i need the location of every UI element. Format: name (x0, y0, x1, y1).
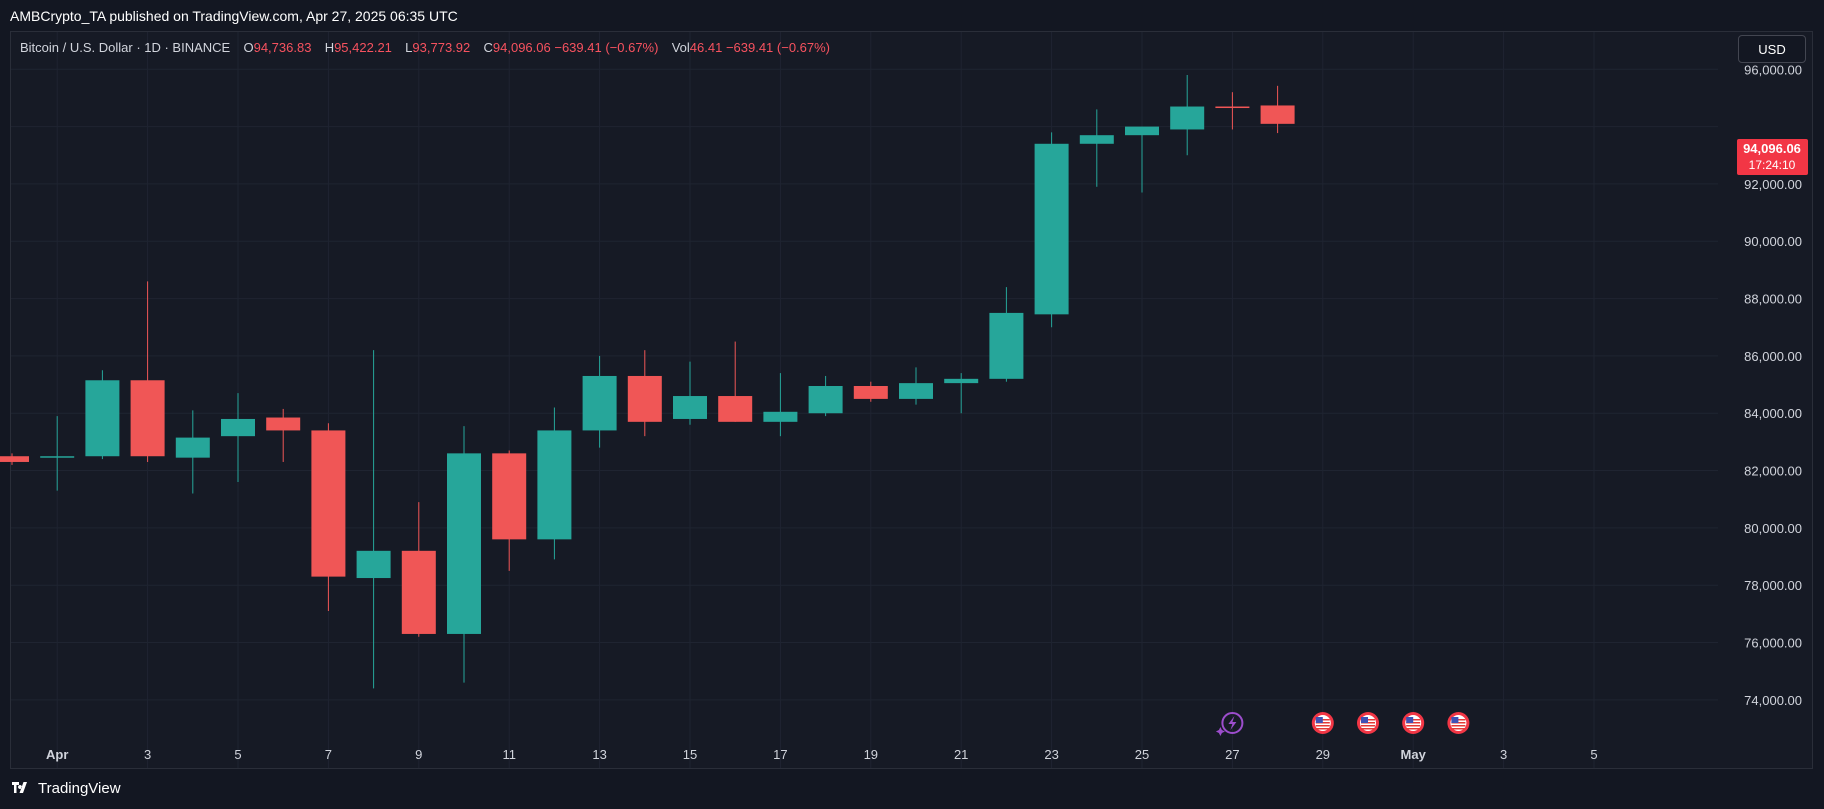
y-tick-label: 84,000.00 (1744, 406, 1802, 421)
candle-body[interactable] (1260, 105, 1295, 124)
x-tick-label: 29 (1316, 747, 1330, 762)
candle-body[interactable] (673, 396, 707, 419)
candle-body[interactable] (1125, 126, 1159, 136)
x-tick-label: 15 (683, 747, 697, 762)
candle-body[interactable] (1215, 106, 1250, 109)
y-tick-label: 76,000.00 (1744, 636, 1802, 651)
x-tick-label: 9 (415, 747, 422, 762)
candle-body[interactable] (537, 430, 572, 540)
currency-button[interactable]: USD (1738, 35, 1806, 63)
y-tick-label: 96,000.00 (1744, 62, 1802, 77)
lightning-icon[interactable] (1215, 712, 1244, 736)
candle-body[interactable] (356, 550, 391, 579)
tradingview-brand[interactable]: TradingView (10, 780, 121, 797)
price-countdown: 17:24:10 (1749, 158, 1796, 172)
y-tick-label: 86,000.00 (1744, 349, 1802, 364)
bottom-bar (0, 769, 1824, 809)
open-label: O (243, 40, 254, 55)
x-tick-label: 21 (954, 747, 968, 762)
candle-body[interactable] (763, 411, 798, 422)
candle-body[interactable] (1034, 143, 1069, 315)
x-tick-label: 27 (1225, 747, 1239, 762)
brand-name: TradingView (38, 780, 121, 797)
x-tick-label: 5 (234, 747, 241, 762)
symbol-legend: Bitcoin / U.S. Dollar · 1D · BINANCE O94… (20, 40, 830, 55)
x-tick-label: 17 (773, 747, 787, 762)
y-tick-label: 82,000.00 (1744, 464, 1802, 479)
candle-body[interactable] (627, 375, 662, 422)
x-tick-label: May (1401, 747, 1427, 762)
change-value: −639.41 (−0.67%) (554, 40, 659, 55)
x-tick-label: 19 (864, 747, 878, 762)
x-tick-label: 11 (502, 747, 516, 762)
symbol-name[interactable]: Bitcoin / U.S. Dollar · 1D · BINANCE (20, 40, 231, 55)
x-tick-label: 5 (1590, 747, 1597, 762)
open-value: 94,736.83 (253, 40, 312, 55)
x-tick-label: 13 (592, 747, 606, 762)
candle-body[interactable] (447, 453, 481, 634)
us-flag-icon[interactable] (1357, 712, 1379, 734)
x-tick-label: 3 (144, 747, 151, 762)
y-tick-label: 90,000.00 (1744, 234, 1802, 249)
us-flag-icon[interactable] (1311, 712, 1334, 734)
candle-body[interactable] (899, 383, 933, 399)
candle-body[interactable] (1079, 135, 1114, 144)
y-tick-label: 78,000.00 (1744, 578, 1802, 593)
volume-change: −639.41 (−0.67%) (725, 40, 831, 55)
close-value: 94,096.06 (492, 40, 551, 55)
y-tick-label: 88,000.00 (1744, 292, 1802, 307)
x-tick-label: Apr (46, 747, 68, 762)
candle-body[interactable] (1170, 106, 1205, 130)
low-value: 93,773.92 (412, 40, 471, 55)
candle-body[interactable] (401, 550, 436, 634)
candle-body[interactable] (221, 418, 255, 437)
top-bar: AMBCrypto_TA published on TradingView.co… (0, 0, 1824, 31)
us-flag-icon[interactable] (1402, 712, 1425, 734)
candle-body[interactable] (808, 386, 843, 414)
last-price-value: 94,096.06 (1743, 141, 1801, 156)
candle-body[interactable] (989, 312, 1024, 379)
candle-body[interactable] (718, 396, 753, 422)
candle-body[interactable] (582, 375, 617, 431)
x-tick-label: 3 (1500, 747, 1507, 762)
last-price-tag (1737, 139, 1808, 175)
chart-frame[interactable] (10, 31, 1813, 769)
high-label: H (324, 40, 335, 55)
volume-value: 46.41 (689, 40, 723, 55)
close-label: C (483, 40, 493, 55)
y-tick-label: 92,000.00 (1744, 177, 1802, 192)
candle-body[interactable] (853, 386, 888, 399)
y-tick-label: 80,000.00 (1744, 521, 1802, 536)
candle-body[interactable] (85, 380, 120, 457)
published-line: AMBCrypto_TA published on TradingView.co… (10, 8, 458, 24)
us-flag-icon[interactable] (1447, 712, 1470, 734)
candle-body[interactable] (175, 437, 210, 458)
candle-body[interactable] (492, 453, 527, 540)
x-tick-label: 7 (325, 747, 332, 762)
low-label: L (405, 40, 413, 55)
candle-body[interactable] (130, 380, 165, 457)
x-tick-label: 23 (1044, 747, 1058, 762)
candle-body[interactable] (266, 417, 301, 431)
y-tick-label: 74,000.00 (1744, 693, 1802, 708)
high-value: 95,422.21 (334, 40, 392, 55)
tradingview-logo-icon (12, 781, 27, 793)
candle-body[interactable] (311, 430, 346, 577)
x-tick-label: 25 (1135, 747, 1149, 762)
candle-body[interactable] (944, 378, 979, 384)
candle-body[interactable] (40, 456, 75, 458)
candle-body[interactable] (0, 456, 29, 462)
volume-label: Vol (671, 40, 690, 55)
